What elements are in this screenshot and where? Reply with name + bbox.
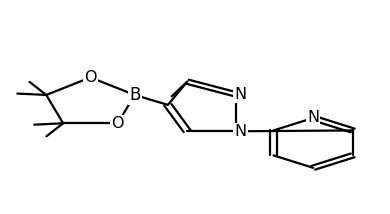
Text: N: N — [307, 110, 319, 125]
Text: O: O — [84, 70, 97, 85]
Text: N: N — [234, 124, 246, 139]
Text: N: N — [234, 87, 246, 102]
Text: B: B — [129, 86, 140, 104]
Text: O: O — [112, 116, 124, 131]
